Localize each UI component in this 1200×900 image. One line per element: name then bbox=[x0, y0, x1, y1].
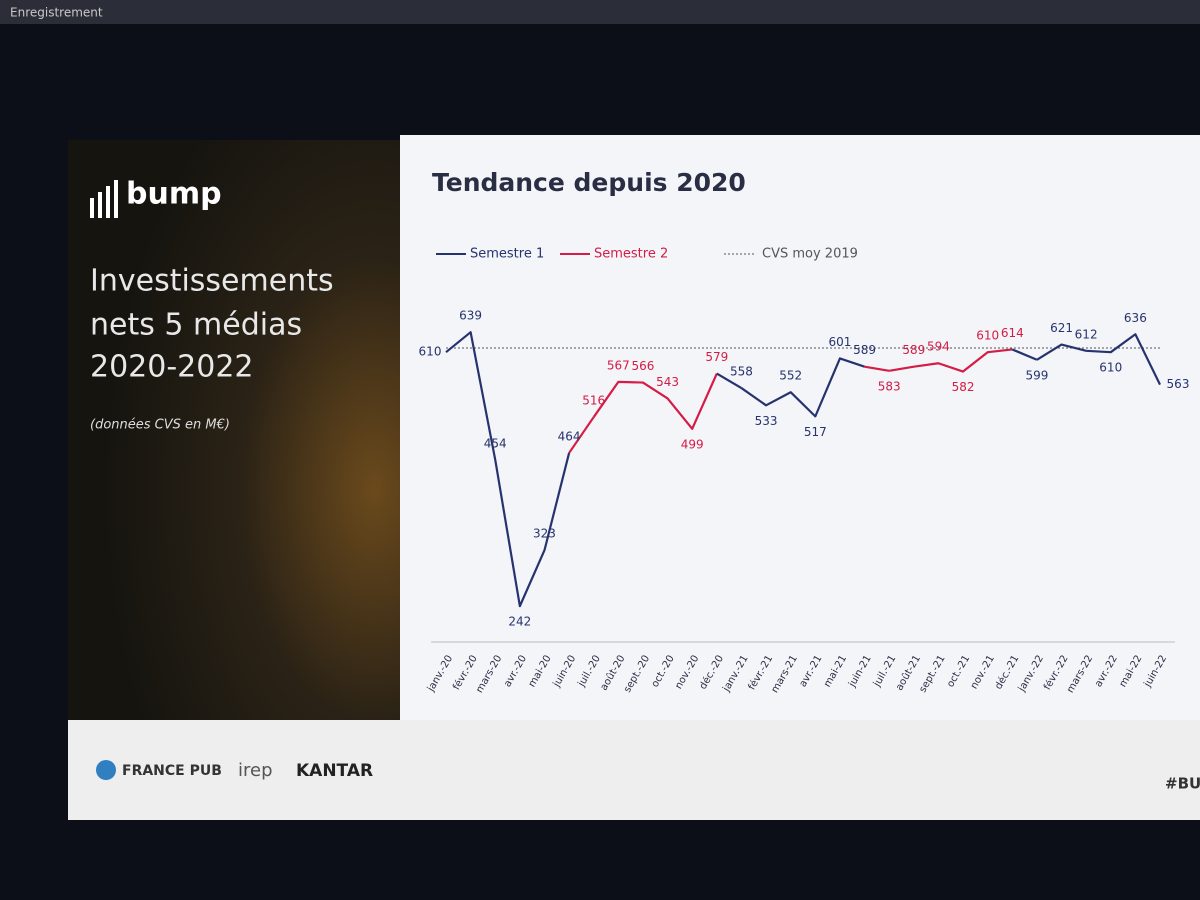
heading-line: Investissements bbox=[90, 264, 334, 299]
data-label: 242 bbox=[508, 615, 531, 629]
data-label: 558 bbox=[730, 365, 753, 379]
footer-logo: irep bbox=[238, 760, 273, 781]
data-label: 639 bbox=[459, 309, 482, 323]
data-label: 533 bbox=[755, 414, 778, 428]
footer-logo: FRANCE PUB bbox=[122, 763, 222, 779]
connector bbox=[1011, 348, 1038, 361]
data-label: 610 bbox=[419, 345, 442, 359]
data-label: 589 bbox=[853, 343, 876, 357]
note: (données CVS en M€) bbox=[90, 418, 230, 433]
series-line bbox=[740, 357, 865, 418]
data-label: 517 bbox=[804, 425, 827, 439]
data-label: 583 bbox=[878, 379, 901, 393]
legend-label: Semestre 2 bbox=[594, 247, 668, 262]
data-label: 621 bbox=[1050, 321, 1073, 335]
data-label: 589 bbox=[902, 343, 925, 357]
data-label: 599 bbox=[1025, 368, 1048, 382]
heading-line: nets 5 médias bbox=[90, 308, 302, 343]
series-line bbox=[445, 331, 571, 608]
data-label: 579 bbox=[705, 350, 728, 364]
data-label: 610 bbox=[1099, 361, 1122, 375]
footer-logo: KANTAR bbox=[296, 761, 373, 781]
connector bbox=[716, 372, 743, 390]
data-label: 567 bbox=[607, 358, 630, 372]
connector bbox=[864, 365, 890, 372]
recording-bar bbox=[0, 0, 1200, 24]
data-label: 464 bbox=[558, 429, 581, 443]
series-line bbox=[592, 373, 718, 430]
data-label: 516 bbox=[582, 394, 605, 408]
data-label: 610 bbox=[976, 329, 999, 343]
data-label: 543 bbox=[656, 375, 679, 389]
data-label: 323 bbox=[533, 527, 556, 541]
logo: bump bbox=[126, 177, 222, 212]
data-label: 563 bbox=[1167, 377, 1190, 391]
data-label: 594 bbox=[927, 340, 950, 354]
chart-title: Tendance depuis 2020 bbox=[432, 168, 746, 197]
data-label: 566 bbox=[632, 359, 655, 373]
heading-line: 2020-2022 bbox=[90, 350, 254, 385]
series-line bbox=[1036, 333, 1161, 386]
legend-label: Semestre 1 bbox=[470, 247, 544, 262]
data-label: 614 bbox=[1001, 326, 1024, 340]
data-label: 582 bbox=[952, 380, 975, 394]
connector bbox=[568, 416, 595, 454]
chart-panel bbox=[400, 135, 1200, 722]
data-label: 454 bbox=[484, 436, 507, 450]
data-label: 499 bbox=[681, 437, 704, 451]
legend-label: CVS moy 2019 bbox=[762, 247, 858, 262]
series-line bbox=[888, 348, 1013, 373]
france-pub-icon bbox=[96, 760, 116, 780]
recording-label: Enregistrement bbox=[10, 6, 103, 20]
left-panel bbox=[68, 140, 408, 722]
data-label: 552 bbox=[779, 369, 802, 383]
data-label: 636 bbox=[1124, 311, 1147, 325]
footer bbox=[68, 720, 1200, 820]
hashtag: #BU bbox=[1165, 775, 1200, 793]
data-label: 601 bbox=[828, 335, 851, 349]
logo-bars bbox=[90, 180, 118, 218]
data-label: 612 bbox=[1075, 327, 1098, 341]
